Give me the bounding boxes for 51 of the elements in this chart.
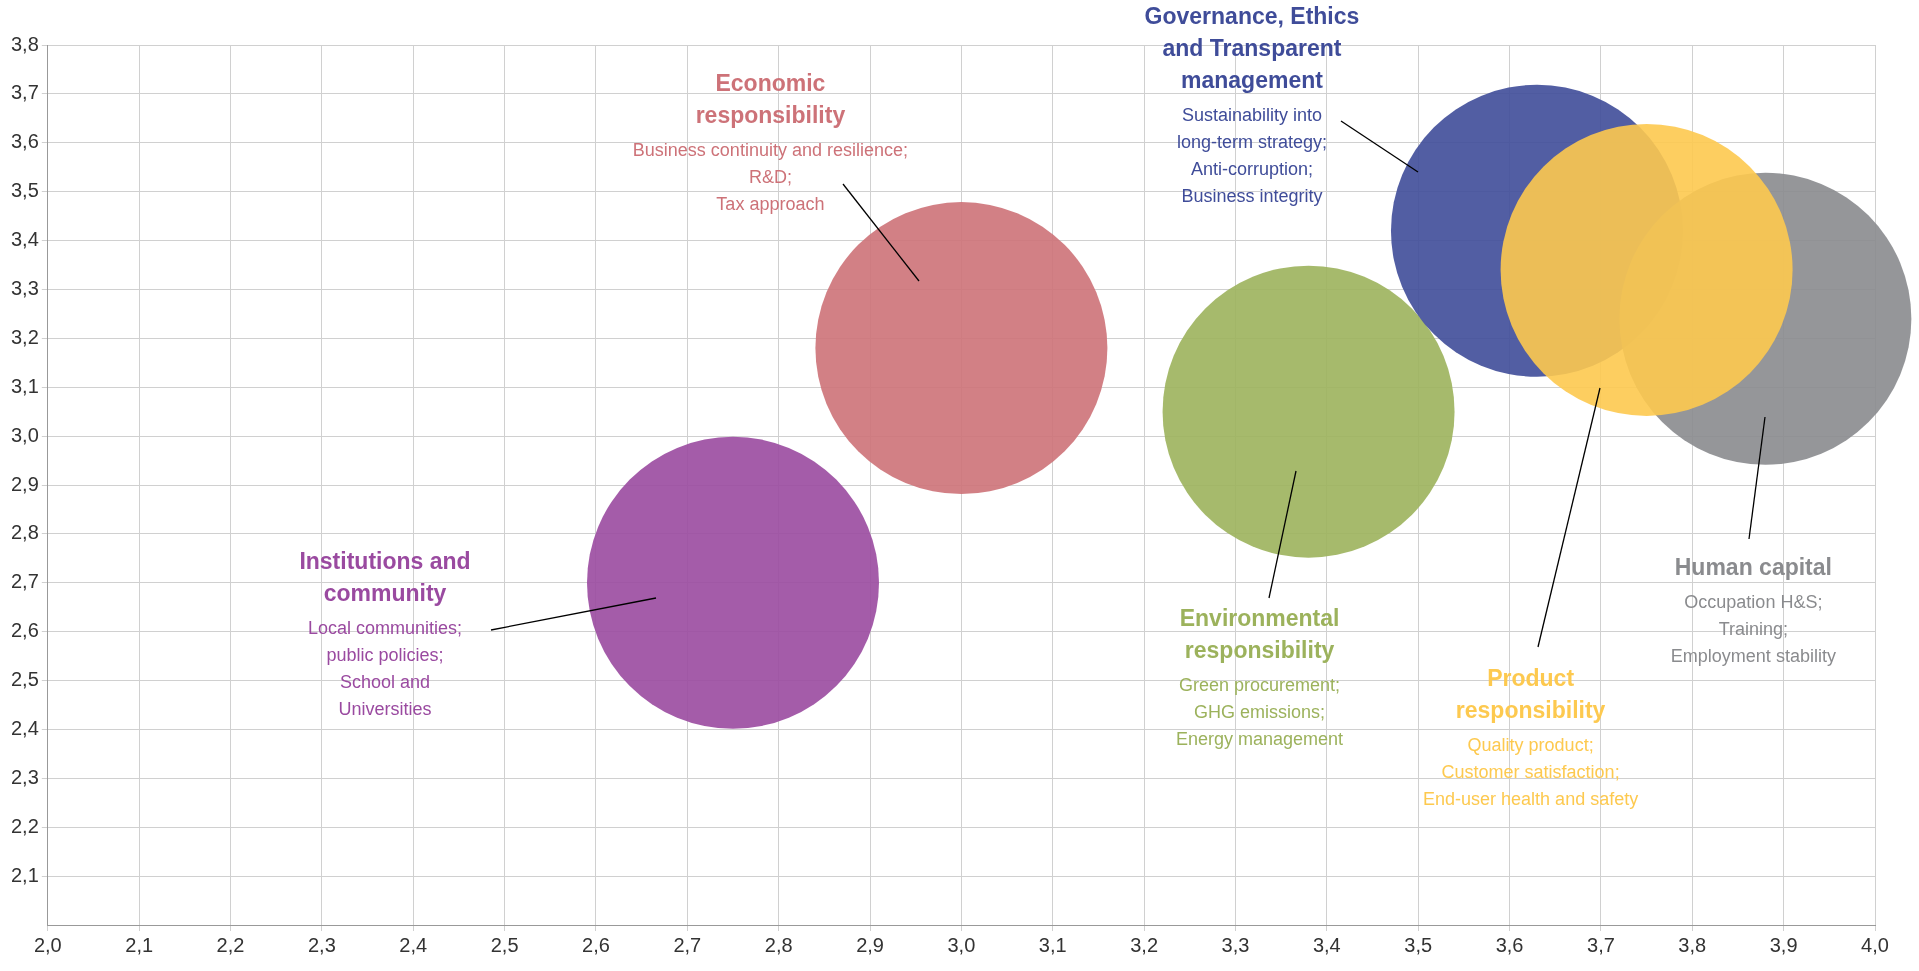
x-tick-label: 3,9 bbox=[1769, 933, 1798, 956]
annotation: Occupation H&S; Training; Employment stability bbox=[1670, 591, 1836, 666]
x-tick-label: 3,0 bbox=[947, 933, 976, 956]
x-tick-label: 2,1 bbox=[125, 933, 154, 956]
x-tick-label: 3,8 bbox=[1678, 933, 1707, 956]
x-tick-label: 3,6 bbox=[1495, 933, 1524, 956]
x-tick-label: 2,9 bbox=[856, 933, 884, 956]
x-tick-label: 3,1 bbox=[1038, 933, 1067, 956]
y-tick-label: 3,3 bbox=[10, 276, 39, 299]
x-tick-label: 2,2 bbox=[216, 933, 245, 956]
x-tick-label: 2,3 bbox=[307, 933, 336, 956]
y-tick-label: 3,2 bbox=[10, 325, 39, 348]
x-tick-label: 3,7 bbox=[1587, 933, 1615, 956]
text: Product responsibility bbox=[1455, 665, 1606, 724]
y-tick-label: 2,2 bbox=[10, 814, 39, 837]
text: Institutions and community bbox=[299, 548, 471, 607]
x-tick-label: 2,8 bbox=[764, 933, 793, 956]
text: Economic responsibility bbox=[695, 70, 846, 129]
annotation: Sustainability into long-term strategy; Anti-corruption; Business integrity bbox=[1176, 104, 1327, 206]
y-tick-label: 3,5 bbox=[10, 179, 39, 202]
y-tick-label: 3,4 bbox=[10, 228, 39, 251]
annotation: Green procurement; GHG emissions; Energy management bbox=[1176, 674, 1344, 749]
annotation: Business continuity and resilience; R&D; Tax approach bbox=[632, 140, 908, 215]
x-tick-label: 2,5 bbox=[490, 933, 519, 956]
y-tick-label: 3,7 bbox=[10, 81, 39, 104]
x-tick-label: 2,0 bbox=[33, 933, 62, 956]
y-tick-label: 2,1 bbox=[10, 863, 39, 886]
y-tick-label: 2,8 bbox=[10, 521, 39, 544]
x-tick-label: 3,3 bbox=[1221, 933, 1250, 956]
y-tick-label: 3,0 bbox=[10, 423, 39, 446]
y-tick-label: 3,6 bbox=[10, 130, 39, 153]
y-tick-label: 2,6 bbox=[10, 619, 39, 642]
x-tick-label: 4,0 bbox=[1861, 933, 1889, 956]
y-tick-label: 2,4 bbox=[10, 716, 39, 739]
x-tick-label: 3,5 bbox=[1404, 933, 1433, 956]
text: Human capital bbox=[1674, 554, 1832, 581]
x-tick-label: 3,4 bbox=[1312, 933, 1341, 956]
x-tick-label: 2,7 bbox=[673, 933, 702, 956]
text: Governance, Ethics and Transparent management bbox=[1144, 3, 1360, 94]
annotation: Quality product; Customer satisfaction; End-user health and safety bbox=[1423, 734, 1639, 809]
y-tick-label: 2,7 bbox=[10, 570, 39, 593]
annotation: Local communities; public policies; School and Universities bbox=[307, 617, 463, 719]
y-tick-label: 2,9 bbox=[10, 472, 39, 495]
y-tick-label: 2,5 bbox=[10, 668, 39, 691]
x-tick-label: 2,4 bbox=[399, 933, 428, 956]
x-tick-label: 2,6 bbox=[582, 933, 610, 956]
text: Environmental responsibility bbox=[1179, 605, 1340, 664]
y-tick-label: 2,3 bbox=[10, 765, 39, 788]
y-tick-label: 3,8 bbox=[10, 32, 39, 55]
x-tick-label: 3,2 bbox=[1130, 933, 1159, 956]
y-tick-label: 3,1 bbox=[10, 374, 39, 397]
